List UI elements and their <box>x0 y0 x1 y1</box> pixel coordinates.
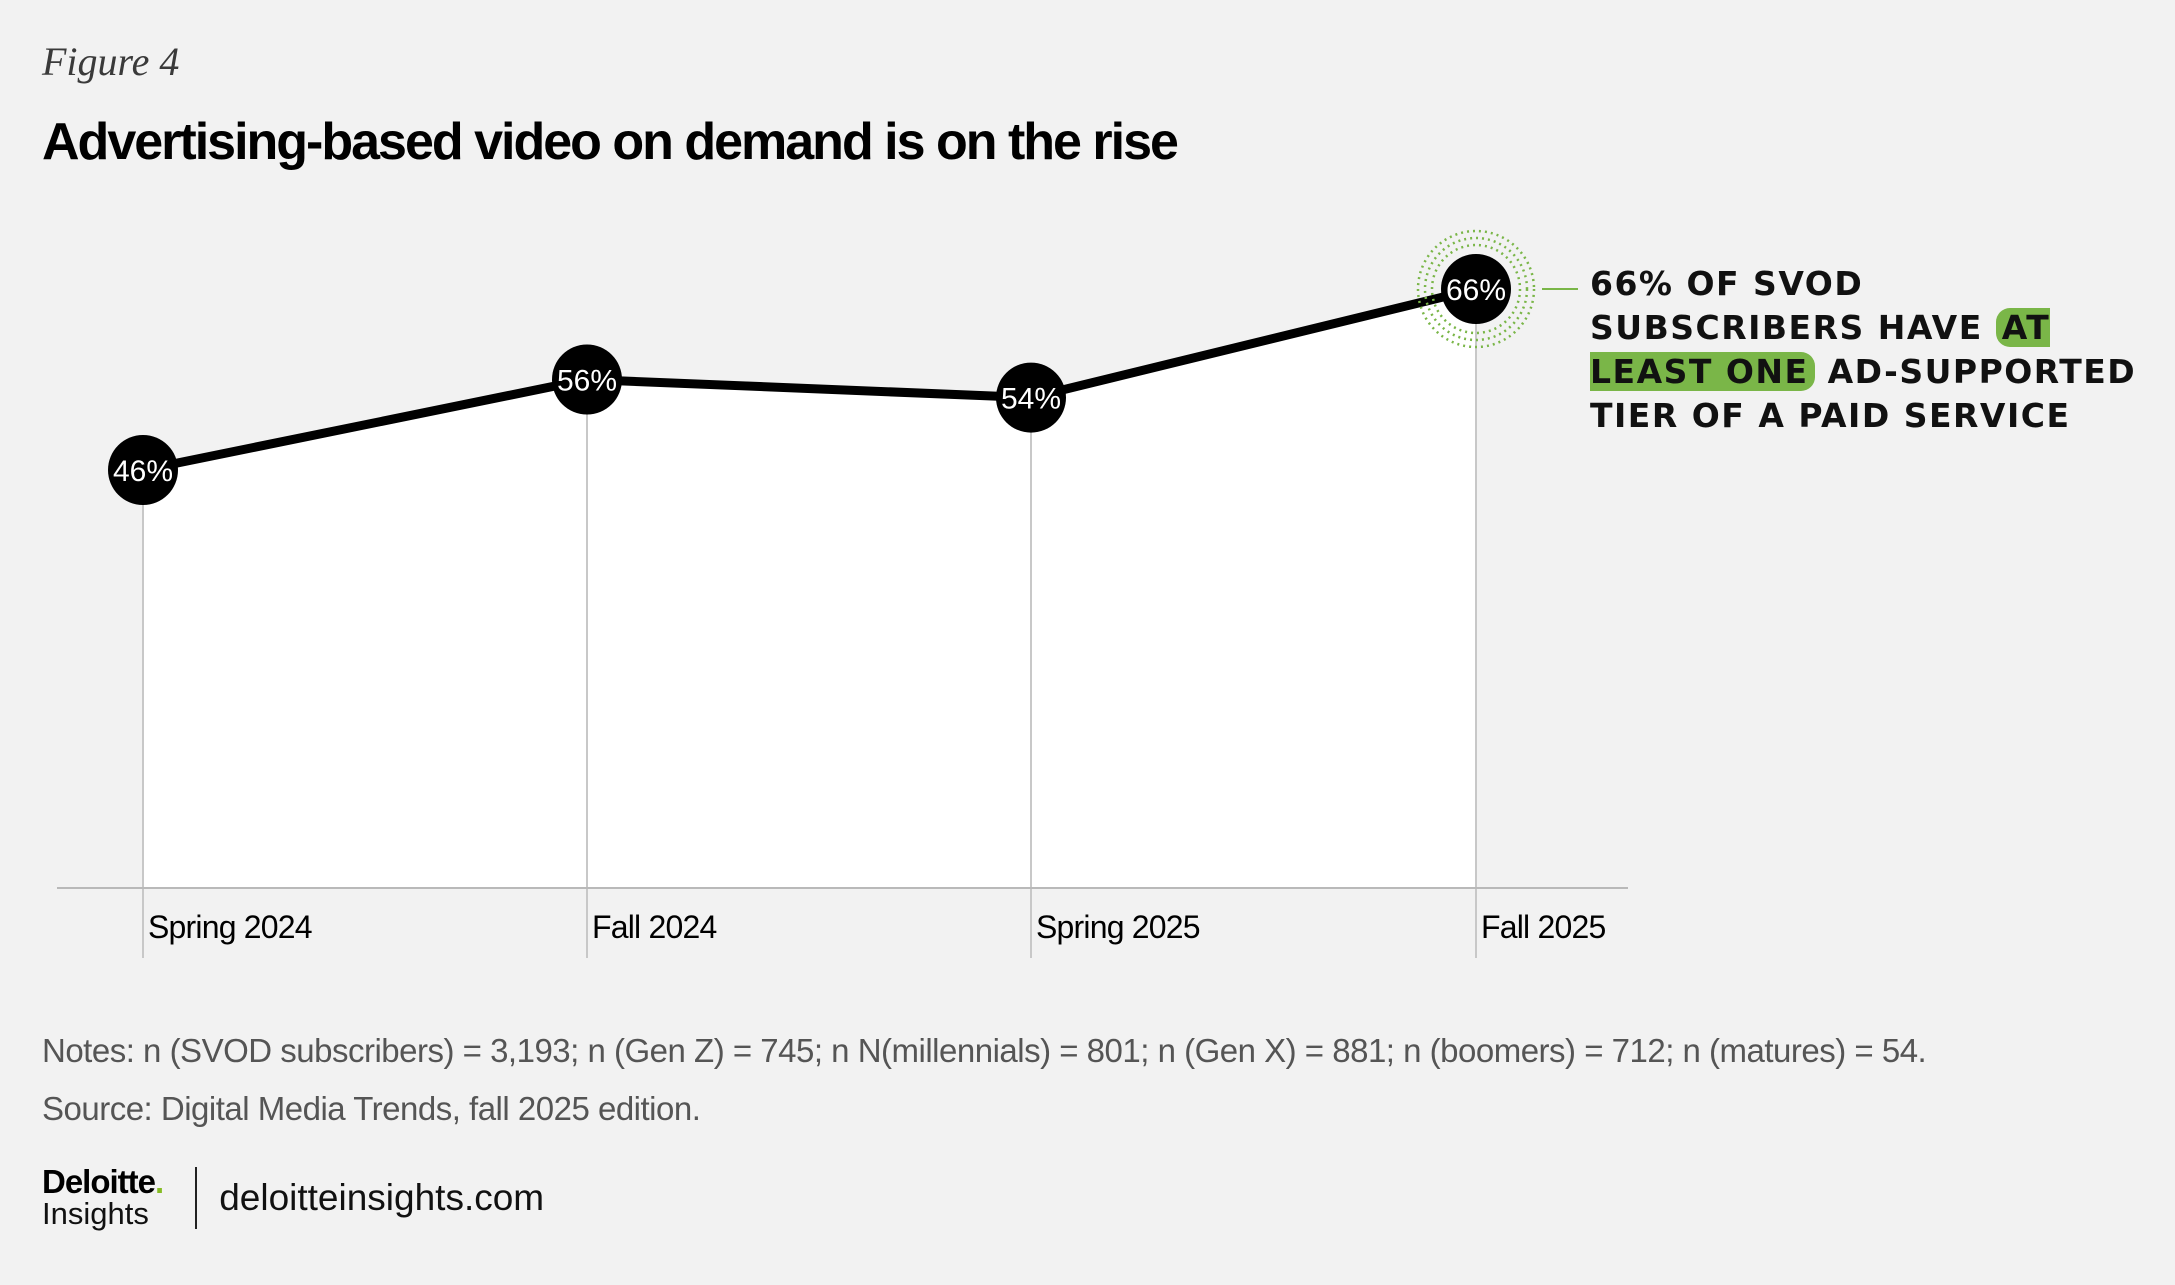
deloitte-insights-logo: Deloitte. Insights <box>42 1163 164 1231</box>
data-point-3 <box>1441 254 1511 324</box>
highlight-ring-middle <box>1423 236 1529 342</box>
x-tick-label-3: Fall 2025 <box>1481 909 1605 945</box>
highlight-ring-inner <box>1430 243 1522 335</box>
source-text: Source: Digital Media Trends, fall 2025 … <box>42 1090 701 1127</box>
data-point-2 <box>996 362 1066 433</box>
logo-dot: . <box>155 1163 164 1200</box>
series-line <box>142 284 1478 475</box>
data-label-1: 56% <box>557 365 617 398</box>
figure-label: Figure 4 <box>42 39 180 84</box>
data-label-2: 54% <box>1001 383 1061 416</box>
x-tick-label-0: Spring 2024 <box>148 909 312 945</box>
annotation-text: 66% of SVOD subscribers have <box>1590 264 1996 347</box>
data-label-0: 46% <box>113 455 173 488</box>
data-label-3: 66% <box>1446 274 1506 307</box>
notes-text: Notes: n (SVOD subscribers) = 3,193; n (… <box>42 1032 1927 1069</box>
notes-block: Notes: n (SVOD subscribers) = 3,193; n (… <box>42 1022 1927 1138</box>
annotation-text-end: ad-supported tier of a paid service <box>1590 352 2137 435</box>
logo-insights: Insights <box>42 1196 149 1231</box>
footer-divider <box>195 1167 198 1229</box>
data-point-0 <box>108 435 178 505</box>
data-point-1 <box>552 344 622 415</box>
chart-title: Advertising-based video on demand is on … <box>42 113 1179 171</box>
website-link[interactable]: deloitteinsights.com <box>219 1177 545 1218</box>
x-tick-label-1: Fall 2024 <box>592 909 716 945</box>
logo-wordmark: Deloitte <box>42 1163 156 1200</box>
footer: Deloitte. Insights deloitteinsights.com <box>42 1163 545 1231</box>
highlight-ring-outer <box>1416 229 1536 349</box>
x-tick-label-2: Spring 2025 <box>1036 909 1200 945</box>
area-fill <box>143 289 1476 888</box>
callout-annotation: 66% of SVOD subscribers have at least on… <box>1590 262 2150 438</box>
